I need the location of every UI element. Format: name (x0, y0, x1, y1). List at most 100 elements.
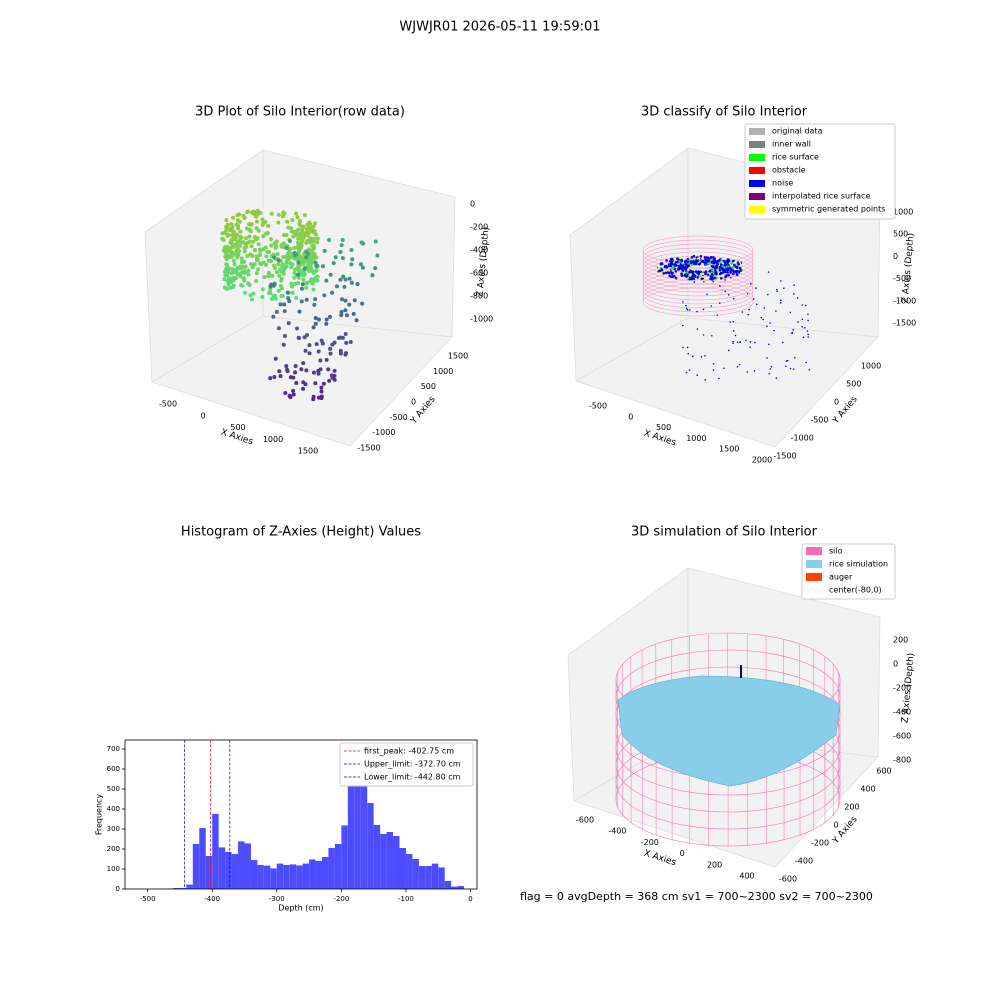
point (224, 218, 229, 223)
z-tick-label: -500 (893, 274, 911, 283)
point (350, 257, 355, 262)
point (271, 283, 276, 288)
point (238, 243, 243, 248)
bar (263, 865, 271, 889)
point (276, 212, 281, 217)
z-tick-label: 1000 (893, 208, 913, 217)
bar (244, 843, 251, 889)
point (791, 331, 794, 334)
point (308, 237, 313, 242)
point (296, 265, 301, 270)
point (718, 272, 722, 276)
point (685, 267, 688, 271)
point (718, 377, 720, 380)
point (274, 239, 279, 244)
point (255, 208, 260, 213)
point (723, 262, 727, 266)
point (793, 357, 796, 359)
axes-frame (124, 739, 478, 890)
point (770, 365, 773, 368)
point (246, 240, 251, 245)
point (706, 259, 710, 262)
x-tick-label: 400 (739, 872, 754, 881)
point (313, 260, 318, 265)
bar (328, 848, 335, 889)
point (689, 269, 693, 273)
bar (412, 859, 419, 889)
point (238, 274, 243, 279)
bar (289, 864, 297, 889)
legend: original data inner wall rice surface obsta… (744, 123, 896, 220)
bar (451, 886, 458, 889)
point (315, 274, 320, 279)
point (260, 295, 265, 300)
point (313, 321, 318, 326)
point (296, 260, 301, 265)
point (252, 262, 257, 267)
point (694, 276, 697, 279)
point (297, 309, 302, 314)
point (287, 393, 292, 398)
point (285, 369, 290, 374)
z-tick-label: -200 (893, 684, 911, 693)
point (284, 254, 289, 259)
point (243, 264, 248, 269)
point (297, 221, 302, 226)
point (253, 211, 258, 216)
point (797, 321, 799, 323)
point (343, 277, 348, 282)
point (327, 378, 332, 383)
point (246, 272, 251, 277)
y-tick-label: 300 (107, 825, 120, 833)
point (670, 275, 673, 278)
point (332, 377, 337, 382)
point (766, 357, 768, 359)
legend-swatch (749, 206, 765, 213)
legend-label: silo (829, 547, 843, 556)
point (711, 269, 714, 272)
point (314, 342, 319, 347)
point (718, 259, 721, 262)
point (292, 246, 297, 251)
legend-box (801, 543, 896, 600)
point (361, 241, 366, 246)
point (332, 368, 337, 373)
point (252, 248, 257, 253)
point (781, 341, 784, 344)
point (318, 358, 323, 363)
point (704, 354, 706, 357)
point (674, 276, 678, 280)
point (283, 333, 288, 338)
point (727, 273, 731, 277)
point (237, 219, 242, 224)
wire (642, 279, 754, 309)
point (232, 262, 237, 267)
subplot-title: 3D Plot of Silo Interior(row data) (195, 105, 405, 120)
point (685, 371, 688, 374)
point (286, 321, 291, 326)
point (692, 254, 696, 258)
point (319, 385, 324, 390)
point (373, 266, 378, 271)
point (732, 340, 734, 343)
bar (218, 847, 226, 889)
point (726, 268, 730, 272)
point (240, 283, 245, 288)
point (339, 243, 344, 248)
point (272, 375, 277, 380)
point (244, 244, 249, 249)
y-tick-label: 1000 (861, 362, 881, 371)
point (718, 302, 721, 305)
point (295, 215, 300, 220)
point (338, 277, 343, 282)
point (686, 346, 689, 349)
y-tick-label: -200 (811, 839, 829, 848)
axis-pane (262, 149, 456, 338)
point (331, 261, 336, 266)
y-tick-label: 200 (107, 845, 120, 853)
bar (212, 814, 219, 889)
point (224, 225, 229, 230)
point (721, 274, 725, 277)
point (272, 263, 277, 268)
point (702, 308, 705, 311)
